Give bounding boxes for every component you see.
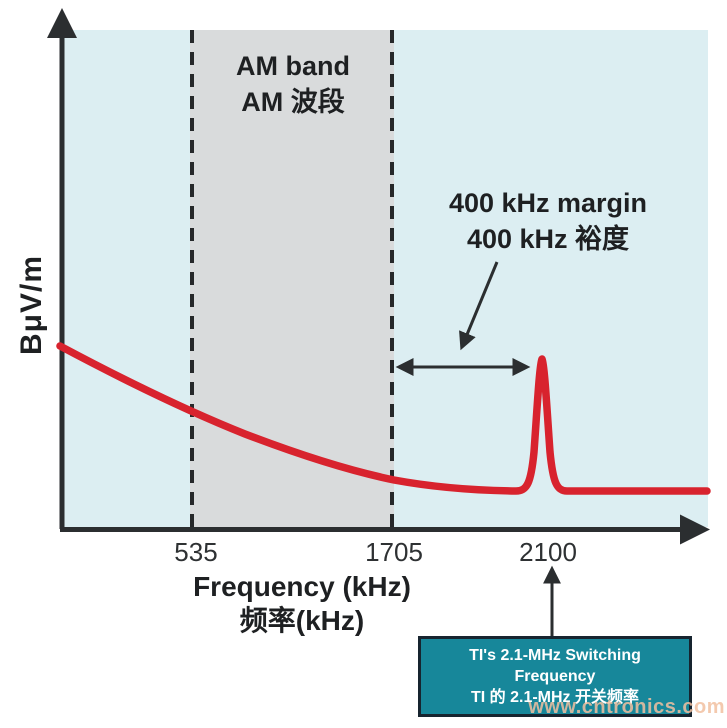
margin-label-en: 400 kHz margin <box>448 188 648 218</box>
switching-box-line2: Frequency <box>514 668 596 685</box>
am-band-label: AM band AM 波段 <box>173 48 413 120</box>
am-band-label-en: AM band <box>236 51 350 81</box>
x-axis-title-en: Frequency (kHz) <box>193 571 411 602</box>
switching-frequency-box: TI's 2.1-MHz Switching Frequency TI 的 2.… <box>418 636 692 717</box>
am-band-label-zh: AM 波段 <box>241 87 345 117</box>
switching-box-line1: TI's 2.1-MHz Switching <box>469 647 641 664</box>
x-axis-title-zh: 频率(kHz) <box>239 605 365 636</box>
am-band-region <box>190 30 394 527</box>
x-tick-535: 535 <box>174 537 218 567</box>
margin-pointer-arrow <box>459 261 499 351</box>
switching-box-line3: TI 的 2.1-MHz 开关频率 <box>470 689 639 706</box>
x-tick-2100: 2100 <box>519 537 577 567</box>
emi-curve <box>56 342 711 495</box>
margin-label-zh: 400 kHz 裕度 <box>466 224 630 254</box>
margin-label: 400 kHz margin 400 kHz 裕度 <box>428 185 668 257</box>
x-axis-title: Frequency (kHz) 频率(kHz) <box>182 570 422 638</box>
watermark: www.cntronics.com <box>528 696 725 718</box>
y-axis-label: BμV/m <box>15 254 48 356</box>
x-tick-1705: 1705 <box>365 537 423 567</box>
